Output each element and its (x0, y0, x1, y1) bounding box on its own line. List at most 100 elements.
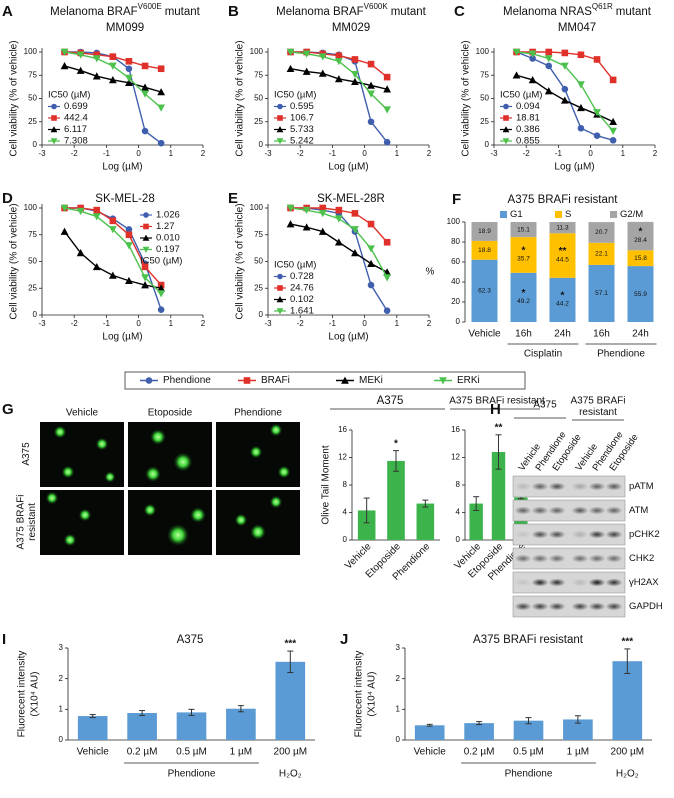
x-tick-label: -1 (103, 319, 111, 328)
band (514, 506, 532, 515)
legend-marker (341, 376, 349, 384)
group-label: Phendione (168, 769, 216, 780)
value-label: 62.3 (478, 288, 491, 295)
marker (577, 81, 585, 89)
marker (125, 242, 133, 250)
x-tick-label: Vehicle (414, 747, 447, 758)
x-tick-label: -3 (490, 149, 498, 158)
legend-marker (243, 377, 251, 384)
bar-segment (588, 222, 615, 243)
band (531, 602, 549, 611)
comet (63, 533, 77, 547)
marker (141, 274, 149, 282)
marker (334, 58, 343, 66)
y-axis-label: Cell viability (% of vehicle) (9, 40, 20, 156)
legend-value: 106.7 (290, 113, 314, 124)
x-tick-label: -2 (297, 149, 305, 158)
x-tick-label: 2 (653, 149, 658, 158)
comet (269, 495, 283, 509)
group-label: H₂O₂ (616, 769, 639, 780)
y-tick-label: 50 (254, 94, 263, 103)
legend-title: IC50 (µM) (274, 90, 316, 101)
value-label: 57.1 (595, 290, 608, 297)
x-tick-label: Vehicle (77, 747, 110, 758)
group-label: Phendione (505, 769, 553, 780)
marker (383, 106, 392, 114)
legend-marker (503, 115, 509, 121)
bar (416, 503, 435, 540)
marker (383, 307, 391, 315)
comet (61, 465, 75, 479)
marker (318, 210, 327, 218)
marker (609, 137, 617, 144)
marker (367, 281, 375, 289)
band (588, 482, 606, 491)
chart-title: A375 (377, 395, 404, 407)
chart-title: SK-MEL-28R (317, 193, 385, 205)
band (548, 602, 566, 611)
band (605, 530, 623, 539)
x-tick-label: 2 (427, 149, 432, 158)
x-tick-label: 1 µM (230, 747, 252, 758)
value-label: 18.9 (478, 228, 491, 235)
blot (512, 499, 626, 522)
y-tick-label: 100 (476, 47, 490, 56)
legend-value: 5.242 (290, 136, 314, 147)
marker (383, 73, 391, 81)
x-tick-label: -1 (103, 149, 111, 158)
marker (577, 103, 585, 112)
protein-label: pCHK2 (629, 529, 660, 540)
bar (387, 460, 405, 540)
legend-marker (502, 138, 510, 145)
x-tick-label: 0 (362, 319, 367, 328)
x-tick-label: -2 (71, 149, 79, 158)
band (548, 578, 566, 587)
value-label: 44.5 (556, 256, 569, 263)
band (571, 530, 589, 539)
y-tick-label: 20 (451, 297, 460, 306)
legend-title: IC50 (µM) (500, 90, 542, 101)
legend-value: 1.026 (156, 210, 180, 221)
y-tick-label: 12 (451, 453, 460, 462)
legend-marker (51, 115, 57, 121)
band (588, 506, 606, 515)
legend-marker (50, 126, 58, 133)
comet (104, 471, 116, 483)
bar (469, 503, 483, 540)
y-tick-label: 100 (447, 217, 461, 226)
marker (319, 204, 327, 212)
panel-letter: C (454, 3, 465, 20)
marker (318, 53, 327, 61)
marker (367, 259, 375, 267)
significance: * (639, 227, 643, 238)
marker (141, 281, 149, 289)
comet (277, 465, 291, 479)
band (514, 554, 532, 563)
chart-title: SK-MEL-28 (95, 193, 154, 205)
y-axis-label: (X10⁴ AU) (30, 672, 41, 717)
marker (157, 290, 166, 298)
y-tick-label: 75 (28, 70, 37, 79)
marker (141, 263, 149, 271)
marker (141, 62, 149, 70)
legend-swatch (610, 211, 617, 218)
y-tick-label: 25 (254, 283, 263, 292)
y-tick-label: 0 (485, 140, 490, 149)
protein-label: GAPDH (629, 601, 663, 612)
y-tick-label: 60 (451, 257, 460, 266)
comet (173, 452, 193, 472)
marker (108, 76, 117, 84)
marker (367, 118, 375, 126)
legend-value: 0.010 (156, 233, 180, 244)
value-label: 55.9 (634, 291, 647, 298)
x-tick-label: 0.5 µM (176, 747, 207, 758)
comet (190, 507, 206, 523)
legend-title: IC50 (µM) (140, 256, 182, 267)
y-tick-label: 8 (343, 480, 348, 489)
column-label: Phendione (234, 408, 282, 419)
marker (141, 83, 149, 91)
legend-value: 1.641 (290, 306, 314, 317)
band (605, 506, 623, 515)
bar (414, 725, 445, 740)
